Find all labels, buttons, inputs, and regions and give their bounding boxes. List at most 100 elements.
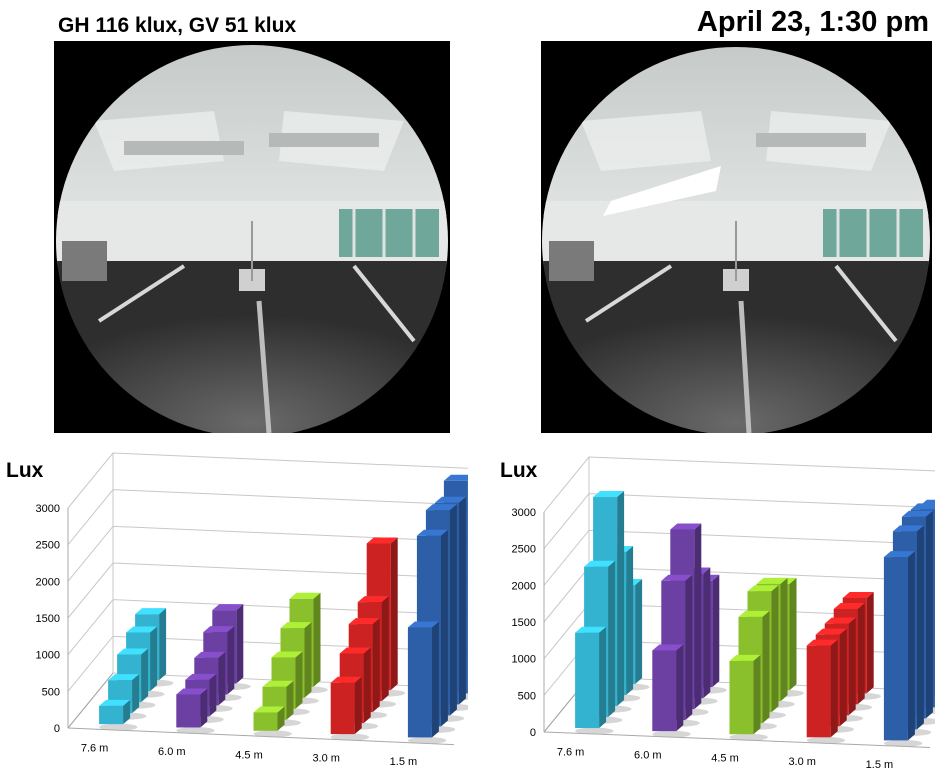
bar-top — [593, 491, 625, 498]
y-tick-label: 3000 — [36, 503, 60, 515]
x-tick-label: 7.6 m — [557, 747, 585, 759]
bar-shadow — [99, 723, 138, 731]
bar-side — [141, 648, 149, 703]
bar-front — [330, 682, 355, 735]
bar-top — [738, 610, 770, 617]
x-tick-label: 6.0 m — [158, 746, 186, 758]
bar-top — [203, 626, 235, 633]
bar-side — [617, 491, 625, 707]
y-tick-label: 500 — [518, 690, 536, 702]
bar-shadow — [330, 733, 370, 741]
bar-front — [99, 705, 124, 725]
bar-top — [339, 647, 371, 654]
bar-top — [126, 626, 158, 633]
bar-side — [771, 585, 779, 713]
bar-side — [712, 574, 720, 688]
bar-top — [824, 617, 856, 624]
header-right-text: April 23, 1:30 pm — [696, 6, 929, 38]
bar-top — [357, 596, 389, 603]
bar-side — [694, 523, 702, 710]
gridline — [67, 562, 468, 619]
bar-side — [200, 688, 208, 728]
fisheye-photo-left — [54, 41, 450, 433]
bar-side — [753, 654, 761, 735]
bar-shadow — [176, 726, 215, 734]
bar — [176, 688, 208, 728]
bar-top — [434, 496, 466, 503]
bar-side — [676, 644, 684, 732]
bar — [575, 626, 607, 729]
bar-top — [212, 604, 244, 611]
bar-side — [295, 651, 303, 709]
bar-top — [117, 648, 149, 655]
x-tick-label: 4.5 m — [235, 749, 263, 761]
y-tick-label: 2000 — [36, 576, 60, 588]
bar-front — [253, 712, 278, 731]
x-tick-label: 3.0 m — [312, 753, 340, 765]
bar — [883, 551, 915, 741]
bar-front — [652, 650, 677, 732]
chart-svg-left: 0 500 1000 1500 2000 2500 3000 Lux 7.6 m 6.0 m 4.5… — [6, 452, 468, 768]
bars — [99, 474, 468, 738]
y-axis-label: Lux — [6, 459, 44, 482]
bar-side — [458, 496, 466, 705]
bar-side — [236, 604, 244, 684]
bar — [407, 621, 439, 738]
fisheye-photo-right — [541, 41, 932, 433]
bar-top — [348, 618, 380, 625]
bar-top — [661, 574, 693, 581]
bar-top — [756, 577, 788, 584]
gridline — [67, 452, 468, 509]
bar-top — [253, 706, 285, 713]
bar-top — [833, 602, 865, 609]
bar-side — [857, 602, 865, 705]
bar-top — [108, 674, 140, 681]
x-tick-label: 1.5 m — [866, 759, 894, 771]
bar-side — [218, 651, 226, 706]
bar-side — [925, 510, 933, 719]
y-tick-label: 3000 — [512, 507, 536, 519]
y-tick-label: 2000 — [512, 580, 536, 592]
bar-top — [194, 651, 226, 658]
bar-side — [354, 676, 362, 735]
bar-side — [381, 596, 389, 702]
bar-side — [363, 647, 371, 724]
y-tick-label: 1500 — [36, 613, 60, 625]
bar-shadow — [806, 736, 846, 744]
y-tick-label: 1000 — [512, 654, 536, 666]
bar-front — [407, 627, 432, 738]
bar-side — [431, 621, 439, 738]
bar — [729, 654, 761, 735]
bar-top — [652, 644, 684, 651]
bar-shadow — [253, 730, 292, 738]
y-tick-label: 1500 — [512, 617, 536, 629]
bar-top — [584, 560, 616, 567]
x-tick-label: 3.0 m — [788, 756, 816, 768]
bar-top — [815, 628, 847, 635]
bar-side — [916, 525, 924, 730]
bar-top — [842, 591, 874, 598]
bar-shadow — [652, 730, 691, 738]
y-tick-label: 0 — [54, 723, 60, 735]
bar-front — [176, 694, 201, 728]
bar-top — [425, 504, 457, 511]
y-axis-label: Lux — [500, 459, 538, 482]
bar-side — [703, 567, 711, 699]
bar-front — [729, 660, 754, 735]
y-tick-label: 1000 — [36, 650, 60, 662]
bar-front — [806, 645, 831, 738]
bar-top — [176, 688, 208, 695]
bar-side — [907, 551, 915, 741]
bar-side — [762, 610, 770, 724]
bar-top — [901, 510, 933, 517]
bar-side — [209, 673, 217, 717]
bar-side — [685, 574, 693, 721]
x-tick-label: 7.6 m — [81, 743, 109, 755]
bar-side — [789, 577, 797, 691]
bar-top — [747, 585, 779, 592]
bar-top — [135, 608, 167, 615]
bar-side — [599, 626, 607, 729]
bar-side — [848, 617, 856, 716]
bar — [806, 639, 838, 738]
bar-top — [806, 639, 838, 646]
